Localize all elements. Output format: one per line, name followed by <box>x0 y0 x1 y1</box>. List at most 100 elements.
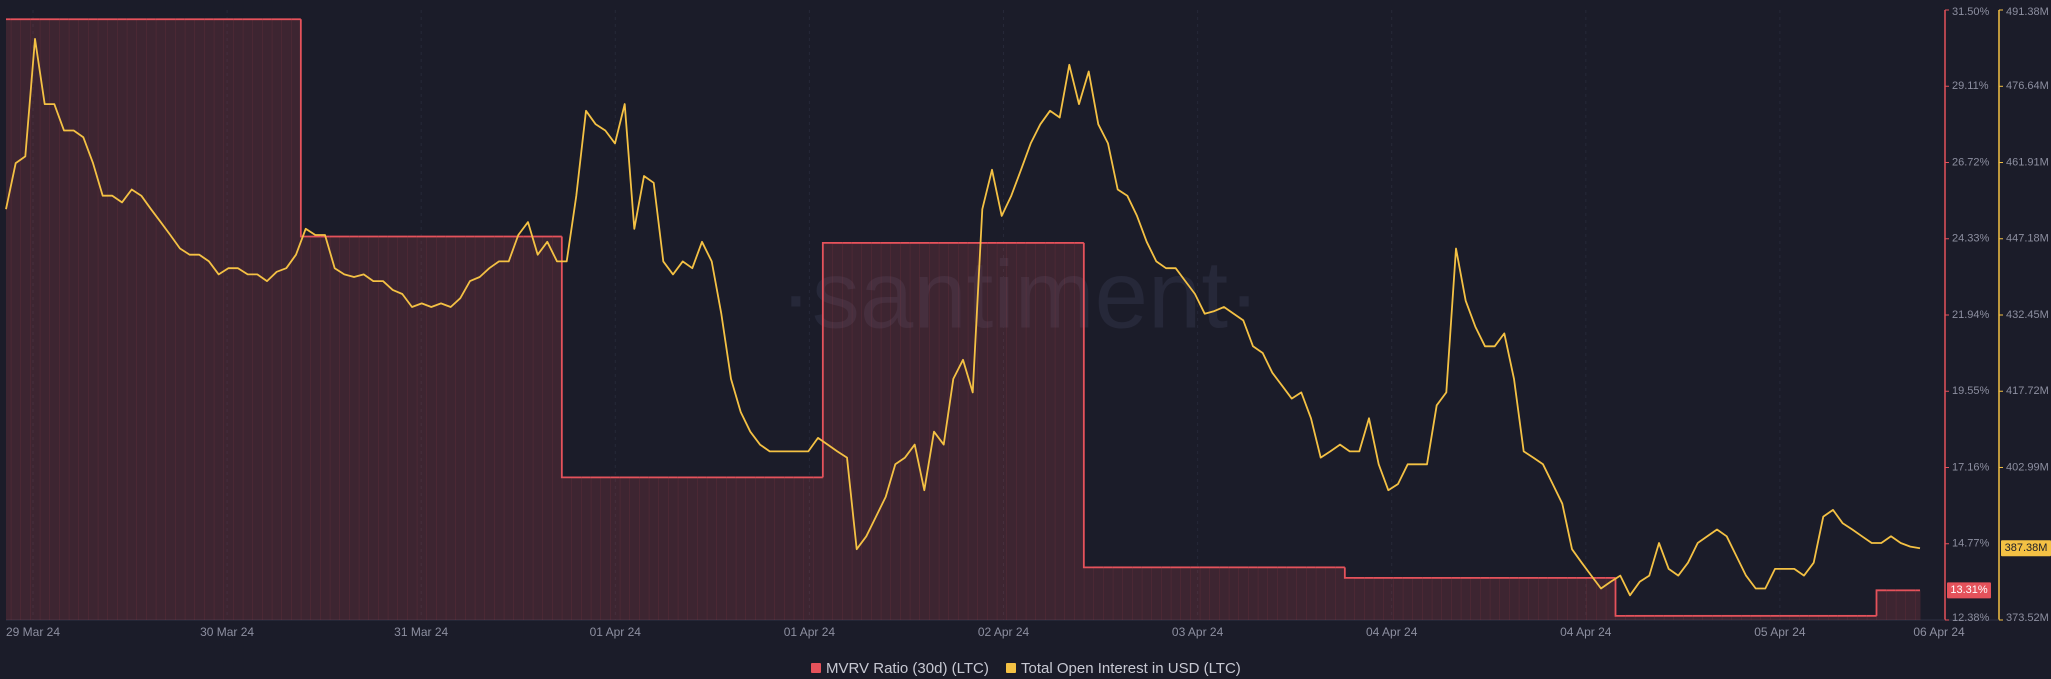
step-area <box>1151 567 1162 620</box>
step-area <box>97 19 108 621</box>
x-tick-label: 29 Mar 24 <box>6 625 60 639</box>
step-area <box>1692 615 1703 620</box>
step-area <box>726 477 737 620</box>
y2-tick-label: 491.38M <box>2006 6 2049 18</box>
step-area <box>1074 242 1085 620</box>
step-area <box>1634 615 1645 620</box>
step-area <box>1808 615 1819 620</box>
step-area <box>1228 567 1239 620</box>
step-area <box>1712 615 1723 620</box>
step-area <box>117 19 128 621</box>
step-area <box>1470 577 1481 620</box>
watermark: ·santiment· <box>780 241 1260 348</box>
step-area <box>735 477 746 620</box>
y-tick-label: 24.33% <box>1952 233 1990 245</box>
x-tick-label: 01 Apr 24 <box>784 625 836 639</box>
step-area <box>1828 615 1839 620</box>
step-area <box>1905 590 1916 620</box>
step-area <box>1025 242 1036 620</box>
step-area <box>1576 577 1587 620</box>
step-area <box>813 477 824 620</box>
step-area <box>803 477 814 620</box>
step-area <box>20 19 31 621</box>
x-tick-label: 03 Apr 24 <box>1172 625 1224 639</box>
step-area <box>948 242 959 620</box>
step-area <box>1112 567 1123 620</box>
step-area <box>1528 577 1539 620</box>
step-area <box>1209 567 1220 620</box>
step-area <box>1045 242 1056 620</box>
step-area <box>552 236 563 621</box>
step-area <box>1538 577 1549 620</box>
step-area <box>1866 615 1877 620</box>
step-area <box>909 242 920 620</box>
x-tick-label: 31 Mar 24 <box>394 625 448 639</box>
step-area <box>1547 577 1558 620</box>
step-area <box>1779 615 1790 620</box>
y-tick-label: 17.16% <box>1952 461 1990 473</box>
step-area <box>1093 567 1104 620</box>
step-area <box>204 19 215 621</box>
step-area <box>880 242 891 620</box>
step-area <box>262 19 273 621</box>
step-area <box>436 236 447 621</box>
legend-label: MVRV Ratio (30d) (LTC) <box>826 660 989 677</box>
step-area <box>1161 567 1172 620</box>
step-area <box>658 477 669 620</box>
step-area <box>1441 577 1452 620</box>
step-area <box>1431 577 1442 620</box>
step-area <box>223 19 234 621</box>
y-tick-label: 12.38% <box>1952 612 1990 624</box>
step-area <box>745 477 756 620</box>
series-line <box>5 38 1921 597</box>
x-tick-label: 04 Apr 24 <box>1560 625 1612 639</box>
step-area <box>146 19 157 621</box>
step-area <box>600 477 611 620</box>
step-area <box>861 242 872 620</box>
step-area <box>1035 242 1046 620</box>
step-area <box>1480 577 1491 620</box>
step-area <box>1257 567 1268 620</box>
step-area <box>1509 577 1520 620</box>
step-area <box>310 236 321 621</box>
step-area <box>1103 567 1114 620</box>
step-area <box>1518 577 1529 620</box>
step-area <box>194 19 205 621</box>
step-area <box>233 19 244 621</box>
step-area <box>1837 615 1848 620</box>
step-area <box>677 477 688 620</box>
step-area <box>1006 242 1017 620</box>
y-tick-label: 26.72% <box>1952 156 1990 168</box>
step-area <box>291 19 302 621</box>
step-area <box>513 236 524 621</box>
step-area <box>1663 615 1674 620</box>
step-area <box>1267 567 1278 620</box>
x-tick-label: 30 Mar 24 <box>200 625 254 639</box>
step-area <box>416 236 427 621</box>
step-area <box>1016 242 1027 620</box>
step-area <box>184 19 195 621</box>
step-area <box>126 19 137 621</box>
step-area <box>697 477 708 620</box>
step-area <box>619 477 630 620</box>
value-badge-label: 13.31% <box>1950 584 1988 596</box>
step-area <box>358 236 369 621</box>
step-area <box>213 19 224 621</box>
step-area <box>1248 567 1259 620</box>
step-area <box>523 236 534 621</box>
step-area <box>1277 567 1288 620</box>
legend-swatch <box>811 663 821 673</box>
x-tick-label: 01 Apr 24 <box>590 625 642 639</box>
step-area <box>1721 615 1732 620</box>
step-area <box>793 477 804 620</box>
step-area <box>755 477 766 620</box>
step-area <box>68 19 79 621</box>
step-area <box>281 19 292 621</box>
y2-tick-label: 373.52M <box>2006 612 2049 624</box>
step-area <box>1064 242 1075 620</box>
step-area <box>1325 567 1336 620</box>
step-area <box>1122 567 1133 620</box>
y-tick-label: 31.50% <box>1952 6 1990 18</box>
step-area <box>1132 567 1143 620</box>
